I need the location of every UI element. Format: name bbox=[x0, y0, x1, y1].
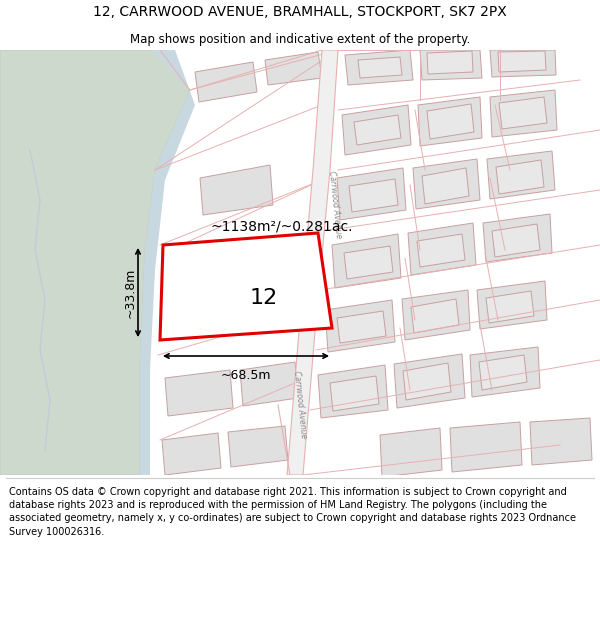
Polygon shape bbox=[318, 365, 388, 418]
Polygon shape bbox=[358, 57, 402, 78]
Polygon shape bbox=[490, 90, 557, 137]
Polygon shape bbox=[487, 151, 555, 199]
Polygon shape bbox=[499, 97, 547, 129]
Text: 12: 12 bbox=[249, 289, 277, 309]
Polygon shape bbox=[337, 168, 406, 220]
Polygon shape bbox=[420, 50, 482, 80]
Polygon shape bbox=[337, 311, 386, 343]
Polygon shape bbox=[200, 165, 273, 215]
Polygon shape bbox=[486, 291, 534, 323]
Polygon shape bbox=[165, 370, 233, 416]
Text: Carrwood Avenue: Carrwood Avenue bbox=[327, 171, 343, 239]
Text: 12, CARRWOOD AVENUE, BRAMHALL, STOCKPORT, SK7 2PX: 12, CARRWOOD AVENUE, BRAMHALL, STOCKPORT… bbox=[93, 6, 507, 19]
Polygon shape bbox=[394, 354, 465, 408]
Polygon shape bbox=[496, 160, 544, 194]
Polygon shape bbox=[450, 422, 522, 472]
Polygon shape bbox=[492, 224, 540, 257]
Polygon shape bbox=[0, 50, 190, 475]
Polygon shape bbox=[490, 50, 556, 77]
Polygon shape bbox=[530, 418, 592, 465]
Polygon shape bbox=[408, 223, 476, 275]
Polygon shape bbox=[195, 62, 257, 102]
Polygon shape bbox=[402, 290, 470, 340]
Polygon shape bbox=[498, 51, 546, 72]
Polygon shape bbox=[413, 159, 480, 209]
Polygon shape bbox=[344, 246, 393, 279]
Polygon shape bbox=[354, 115, 401, 145]
Text: ~1138m²/~0.281ac.: ~1138m²/~0.281ac. bbox=[210, 219, 353, 233]
Polygon shape bbox=[403, 363, 451, 400]
Polygon shape bbox=[228, 426, 288, 467]
Polygon shape bbox=[427, 104, 474, 139]
Polygon shape bbox=[287, 50, 338, 475]
Polygon shape bbox=[427, 51, 473, 74]
Text: ~33.8m: ~33.8m bbox=[124, 268, 137, 318]
Polygon shape bbox=[411, 299, 459, 333]
Polygon shape bbox=[483, 214, 552, 262]
Polygon shape bbox=[240, 362, 298, 406]
Polygon shape bbox=[140, 50, 195, 475]
Polygon shape bbox=[479, 355, 527, 390]
Polygon shape bbox=[418, 97, 482, 146]
Polygon shape bbox=[162, 433, 221, 475]
Polygon shape bbox=[349, 179, 398, 212]
Polygon shape bbox=[325, 300, 395, 352]
Polygon shape bbox=[332, 234, 401, 288]
Polygon shape bbox=[422, 168, 469, 204]
Text: ~68.5m: ~68.5m bbox=[221, 369, 271, 382]
Polygon shape bbox=[470, 347, 540, 397]
Polygon shape bbox=[380, 428, 442, 477]
Polygon shape bbox=[342, 105, 411, 155]
Text: Carrwood Avenue: Carrwood Avenue bbox=[292, 371, 308, 439]
Polygon shape bbox=[265, 52, 322, 85]
Polygon shape bbox=[477, 281, 547, 329]
Text: Contains OS data © Crown copyright and database right 2021. This information is : Contains OS data © Crown copyright and d… bbox=[9, 487, 576, 537]
Polygon shape bbox=[417, 234, 465, 267]
Polygon shape bbox=[345, 50, 413, 85]
Text: Map shows position and indicative extent of the property.: Map shows position and indicative extent… bbox=[130, 32, 470, 46]
Polygon shape bbox=[330, 376, 379, 411]
Polygon shape bbox=[160, 233, 332, 340]
